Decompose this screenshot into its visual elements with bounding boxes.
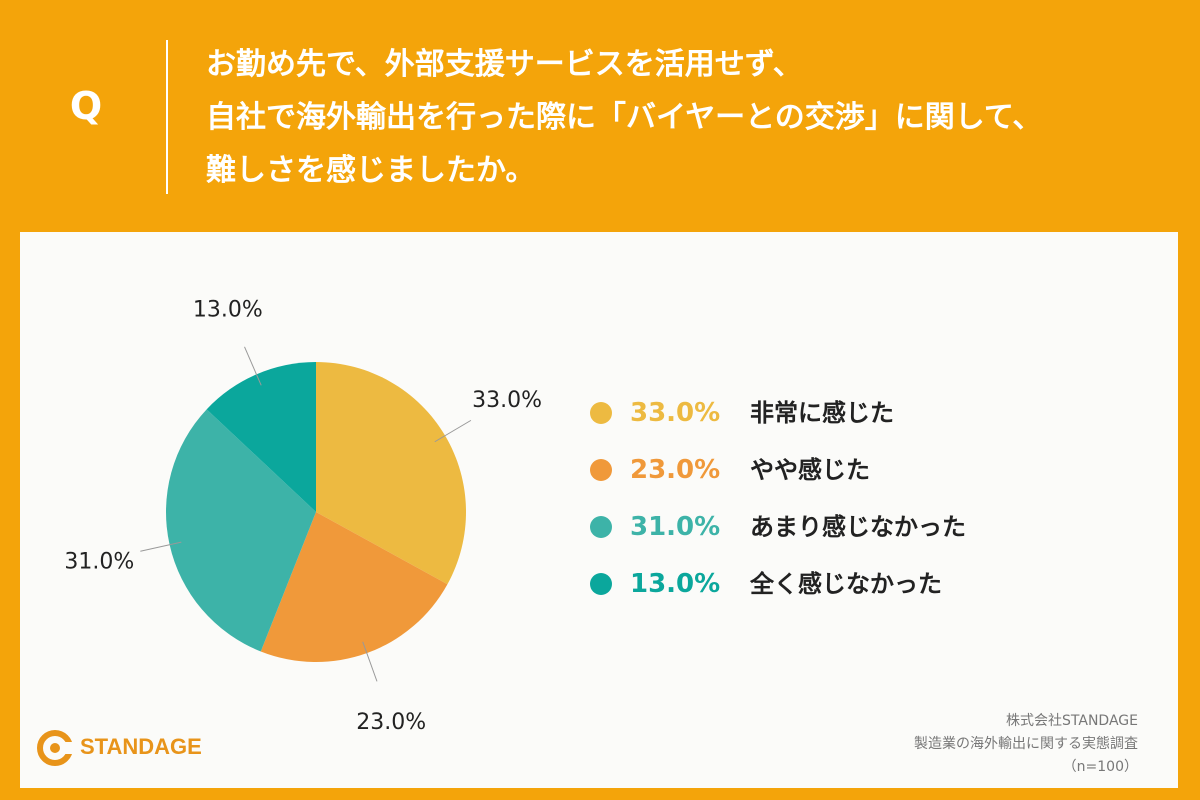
legend-item: 33.0% 非常に感じた bbox=[590, 392, 1110, 449]
question-line: 自社で海外輸出を行った際に「バイヤーとの交渉」に関して、 bbox=[206, 100, 1043, 135]
leader-line bbox=[434, 419, 472, 443]
question-text: お勤め先で、外部支援サービスを活用せず、 自社で海外輸出を行った際に「バイヤーと… bbox=[206, 38, 1186, 197]
legend-dot bbox=[590, 516, 612, 538]
header-divider bbox=[166, 40, 168, 194]
legend-item: 31.0% あまり感じなかった bbox=[590, 506, 1110, 563]
legend-dot bbox=[590, 573, 612, 595]
pie-slice bbox=[260, 512, 448, 662]
data-label: 13.0% bbox=[193, 297, 263, 322]
legend-percent: 33.0% bbox=[630, 398, 721, 428]
legend-label: 全く感じなかった bbox=[750, 570, 942, 598]
source-sample: （n=100） bbox=[1062, 759, 1138, 775]
standage-logo: STANDAGE bbox=[36, 728, 266, 768]
leader-line bbox=[140, 541, 182, 552]
legend-label: やや感じた bbox=[750, 456, 870, 484]
q-mark: Q bbox=[69, 84, 103, 128]
legend: 33.0% 非常に感じた 23.0% やや感じた 31.0% あまり感じなかった… bbox=[590, 392, 1110, 620]
data-label: 31.0% bbox=[64, 549, 134, 574]
leader-line bbox=[244, 346, 262, 386]
legend-percent: 23.0% bbox=[630, 455, 721, 485]
logo-mark-icon bbox=[37, 730, 74, 766]
source-company: 株式会社STANDAGE bbox=[1006, 713, 1138, 729]
legend-label: あまり感じなかった bbox=[750, 513, 966, 541]
pie-slice bbox=[316, 362, 467, 585]
leader-line bbox=[362, 641, 378, 682]
data-label: 23.0% bbox=[356, 710, 426, 735]
legend-item: 23.0% やや感じた bbox=[590, 449, 1110, 506]
legend-dot bbox=[590, 459, 612, 481]
legend-percent: 13.0% bbox=[630, 569, 721, 599]
source-note: 株式会社STANDAGE 製造業の海外輸出に関する実態調査 （n=100） bbox=[914, 710, 1138, 779]
data-label: 33.0% bbox=[472, 388, 542, 413]
pie-slice bbox=[165, 409, 316, 652]
question-line: 難しさを感じましたか。 bbox=[206, 153, 536, 188]
pie-slice bbox=[206, 362, 316, 512]
legend-item: 13.0% 全く感じなかった bbox=[590, 563, 1110, 620]
legend-dot bbox=[590, 402, 612, 424]
pie-chart: 33.0% 23.0% 31.0% 13.0% bbox=[64, 297, 542, 735]
chart-panel: 33.0% 23.0% 31.0% 13.0% 33.0% 非常に感じた 23.0% … bbox=[20, 232, 1178, 788]
question-header: Q お勤め先で、外部支援サービスを活用せず、 自社で海外輸出を行った際に「バイヤ… bbox=[0, 0, 1200, 232]
source-survey: 製造業の海外輸出に関する実態調査 bbox=[914, 736, 1138, 752]
legend-label: 非常に感じた bbox=[750, 399, 894, 427]
question-line: お勤め先で、外部支援サービスを活用せず、 bbox=[206, 47, 803, 82]
legend-percent: 31.0% bbox=[630, 512, 721, 542]
logo-text: STANDAGE bbox=[80, 734, 202, 759]
